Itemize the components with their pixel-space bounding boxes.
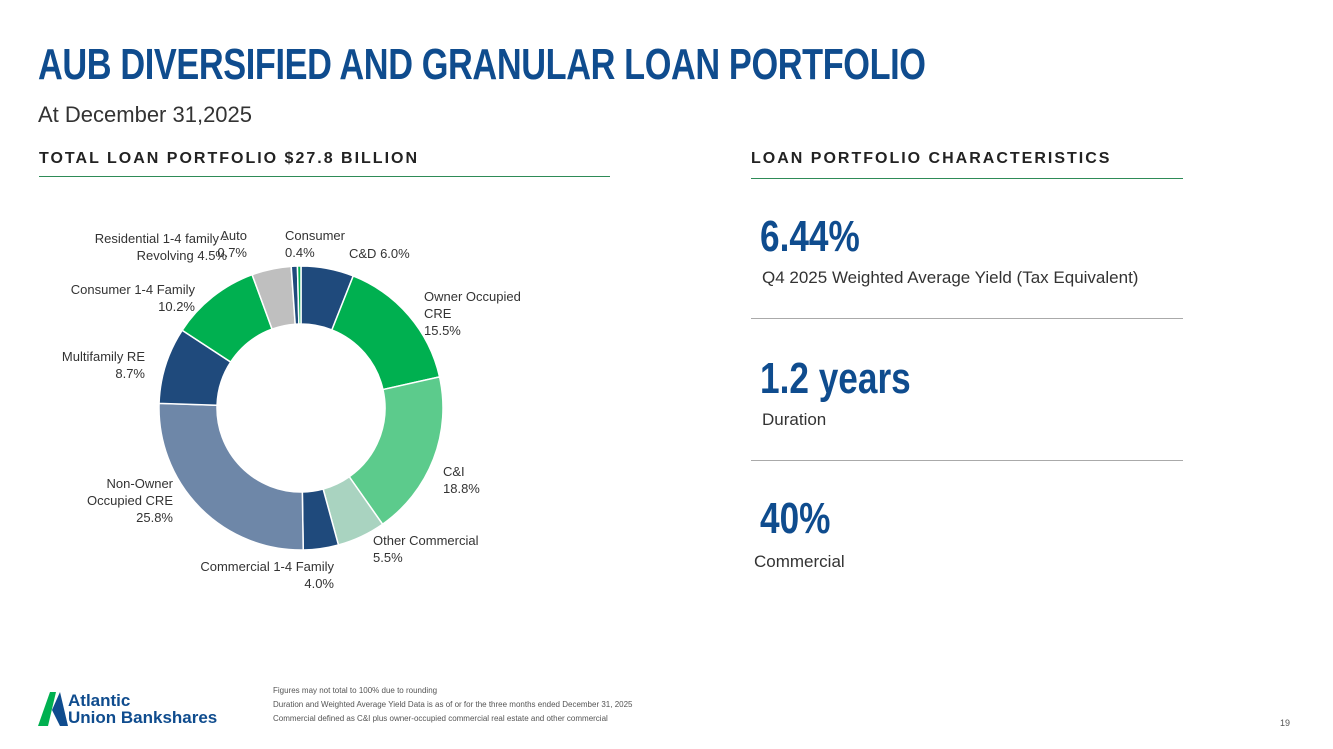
data-label: Commercial 1-4 Family 4.0% bbox=[200, 558, 334, 592]
footnote: Figures may not total to 100% due to rou… bbox=[273, 686, 438, 695]
logo-text: Atlantic Union Bankshares bbox=[68, 692, 217, 726]
stat-value: 40% bbox=[760, 494, 831, 543]
footnote: Duration and Weighted Average Yield Data… bbox=[273, 700, 633, 709]
value-label: 18.8% bbox=[443, 481, 480, 496]
value-label: 4.5% bbox=[197, 248, 227, 263]
value-label: 10.2% bbox=[158, 299, 195, 314]
data-label: Other Commercial 5.5% bbox=[373, 532, 478, 566]
stat-label: Q4 2025 Weighted Average Yield (Tax Equi… bbox=[762, 268, 1139, 287]
logo-line: Atlantic bbox=[68, 691, 131, 710]
category-label: Consumer bbox=[285, 228, 345, 243]
category-label: Owner Occupied CRE bbox=[424, 289, 521, 321]
value-label: 25.8% bbox=[136, 510, 173, 525]
data-label: C&I 18.8% bbox=[443, 463, 480, 497]
logo-line: Union Bankshares bbox=[68, 708, 218, 727]
category-label: Commercial 1-4 Family bbox=[200, 559, 334, 574]
value-label: 15.5% bbox=[424, 323, 461, 338]
donut-segment bbox=[296, 265, 302, 325]
value-label: 4.0% bbox=[304, 576, 334, 591]
stat-label: Duration bbox=[762, 410, 827, 429]
category-label: C&D bbox=[349, 246, 377, 261]
category-label: C&I bbox=[443, 464, 465, 479]
footnote: Commercial defined as C&I plus owner-occ… bbox=[273, 714, 608, 723]
value-label: 0.4% bbox=[285, 245, 315, 260]
value-label: 0.7% bbox=[217, 245, 247, 260]
divider bbox=[751, 460, 1183, 461]
logo-mark bbox=[38, 692, 68, 726]
category-label: Auto bbox=[220, 228, 247, 243]
stat-label: Commercial bbox=[754, 552, 845, 571]
category-label: Consumer 1-4 Family bbox=[70, 282, 195, 297]
stat-value: 1.2 years bbox=[760, 354, 911, 403]
category-label: Residential 1-4 family - Revolving bbox=[94, 231, 227, 263]
section-title: TOTAL LOAN PORTFOLIO $27.8 BILLION bbox=[39, 150, 420, 167]
category-label: Multifamily RE bbox=[61, 349, 145, 364]
value-label: 6.0% bbox=[380, 246, 410, 261]
donut-chart bbox=[158, 265, 444, 551]
data-label: Auto 0.7% bbox=[217, 227, 247, 261]
data-label: Non-Owner Occupied CRE 25.8% bbox=[73, 475, 173, 526]
subtitle: At December 31,2025 bbox=[38, 102, 253, 127]
data-label: Residential 1-4 family - Revolving 4.5% bbox=[82, 230, 227, 264]
section-title: LOAN PORTFOLIO CHARACTERISTICS bbox=[751, 150, 1112, 167]
title: AUB DIVERSIFIED AND GRANULAR LOAN PORTFO… bbox=[38, 40, 926, 89]
value-label: 8.7% bbox=[115, 366, 145, 381]
value-label: 5.5% bbox=[373, 550, 403, 565]
data-label: Consumer 1-4 Family 10.2% bbox=[71, 281, 195, 315]
data-label: C&D 6.0% bbox=[349, 245, 410, 262]
donut-segment bbox=[158, 402, 304, 551]
stat-value: 6.44% bbox=[760, 212, 860, 261]
rule bbox=[39, 176, 610, 177]
footnotes: Figures may not total to 100% due to rou… bbox=[273, 684, 632, 726]
divider bbox=[751, 318, 1183, 319]
rule bbox=[751, 178, 1183, 179]
page-number: 19 bbox=[1280, 718, 1291, 728]
category-label: Non-Owner Occupied CRE bbox=[87, 476, 173, 508]
data-label: Multifamily RE 8.7% bbox=[62, 348, 145, 382]
data-label: Owner Occupied CRE 15.5% bbox=[424, 288, 534, 339]
data-label: Consumer 0.4% bbox=[285, 227, 345, 261]
category-label: Other Commercial bbox=[373, 533, 479, 548]
